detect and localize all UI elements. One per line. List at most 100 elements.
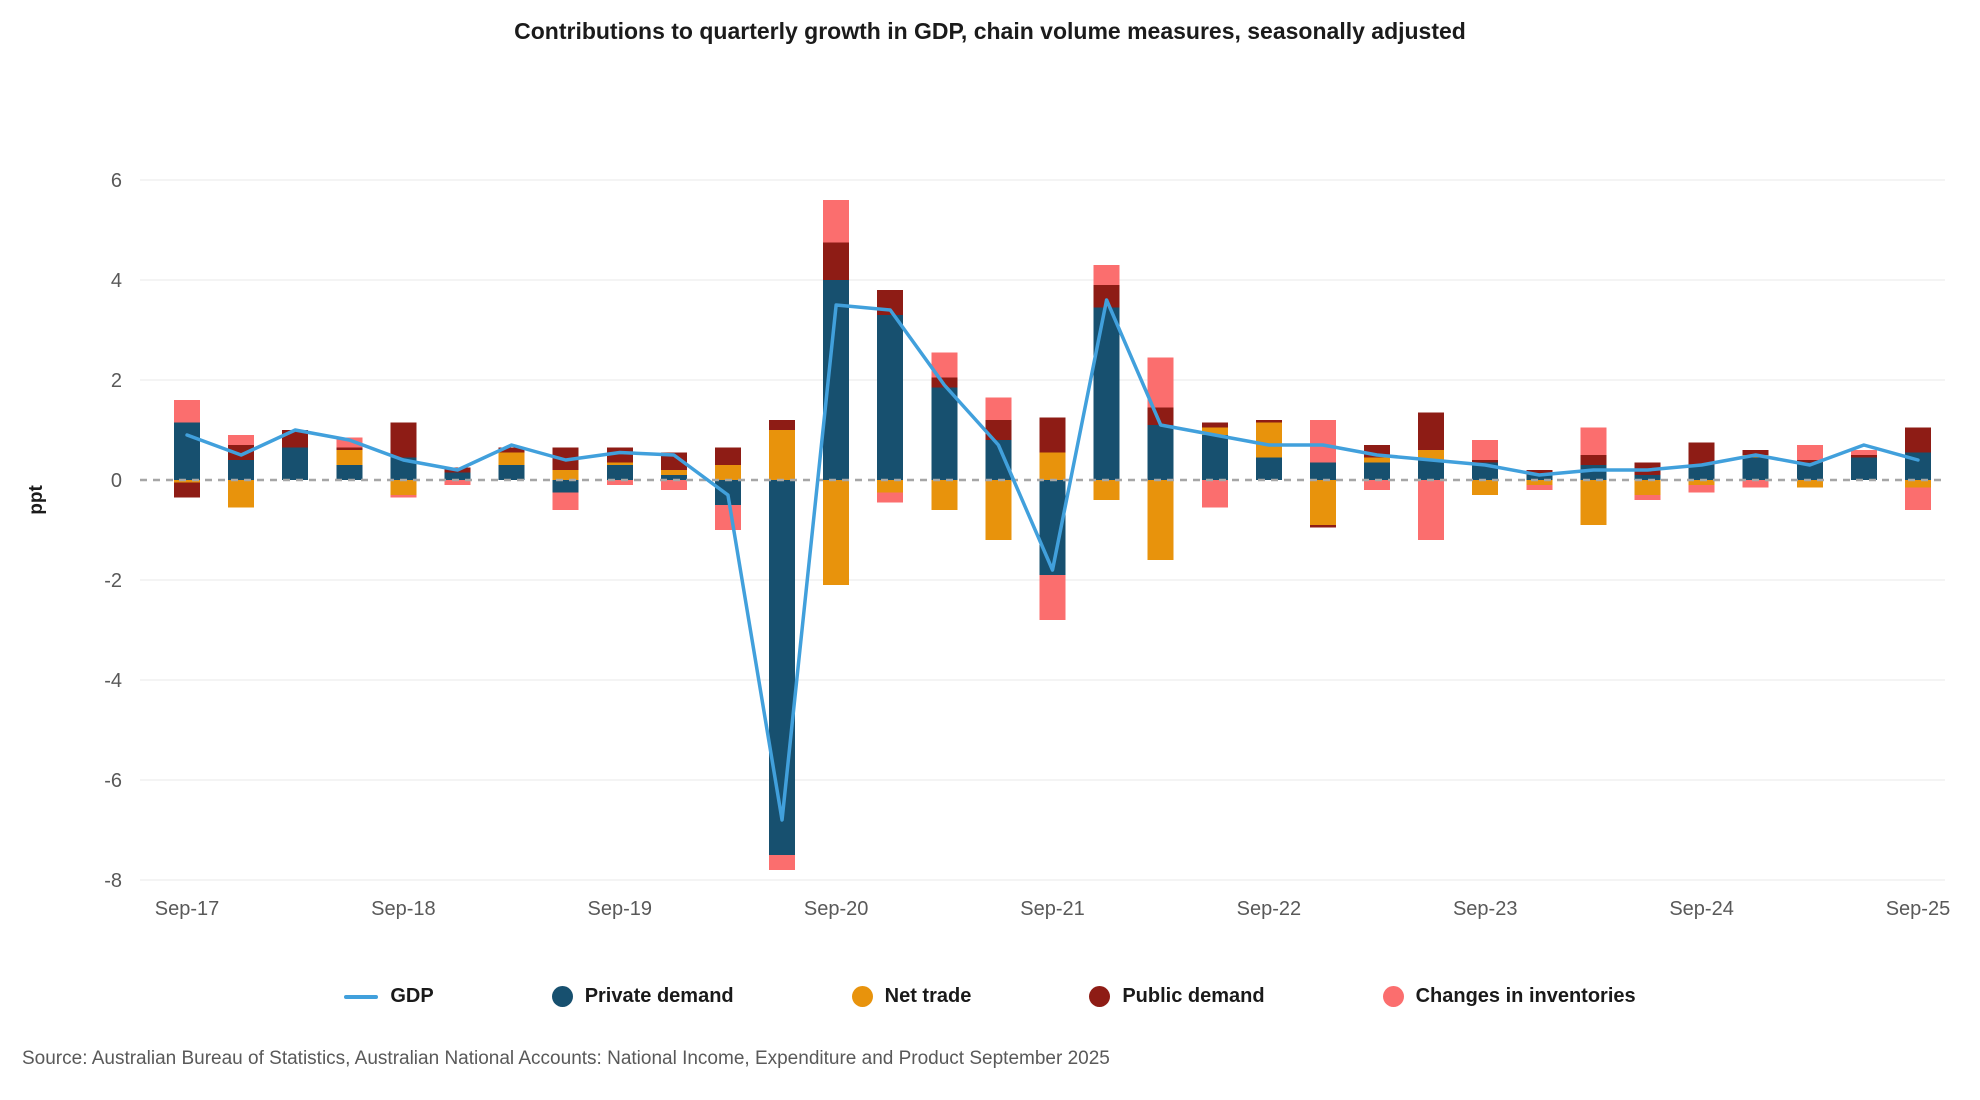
bar-segment-private-demand[interactable] [1093,307,1120,481]
bar-segment-net-trade[interactable] [1904,480,1931,488]
bar-segment-public-demand[interactable] [985,420,1012,440]
bar-segment-private-demand[interactable] [444,472,471,481]
bar-segment-net-trade[interactable] [714,465,741,480]
bar-segment-changes-in-inventories[interactable] [444,480,471,485]
bar-segment-public-demand[interactable] [228,445,255,460]
bar-segment-public-demand[interactable] [1688,442,1715,466]
bar-segment-net-trade[interactable] [606,462,633,466]
bar-segment-net-trade[interactable] [1147,480,1174,560]
bar-segment-changes-in-inventories[interactable] [552,492,579,511]
bar-segment-net-trade[interactable] [498,452,525,466]
bar-segment-public-demand[interactable] [823,242,850,281]
bar-segment-private-demand[interactable] [1418,460,1445,480]
bar-segment-net-trade[interactable] [877,480,904,493]
bar-segment-changes-in-inventories[interactable] [1904,487,1931,511]
bar-segment-private-demand[interactable] [660,475,687,480]
bar-segment-changes-in-inventories[interactable] [1147,357,1174,408]
bar-segment-changes-in-inventories[interactable] [1309,420,1336,463]
bar-segment-public-demand[interactable] [714,447,741,466]
bar-segment-net-trade[interactable] [1255,422,1282,458]
bar-segment-private-demand[interactable] [282,447,309,481]
bar-segment-public-demand[interactable] [1904,427,1931,453]
bar-segment-private-demand[interactable] [1201,435,1228,480]
bar-segment-private-demand[interactable] [877,315,904,480]
bar-segment-net-trade[interactable] [228,480,255,508]
bar-segment-public-demand[interactable] [1850,455,1877,458]
bar-segment-public-demand[interactable] [1418,412,1445,451]
bar-segment-changes-in-inventories[interactable] [1526,485,1553,490]
bar-segment-private-demand[interactable] [174,422,201,481]
bar-segment-private-demand[interactable] [1364,462,1391,481]
bar-segment-private-demand[interactable] [1742,457,1769,481]
bar-segment-net-trade[interactable] [1418,450,1445,460]
bar-segment-private-demand[interactable] [1850,457,1877,481]
bar-segment-public-demand[interactable] [390,422,417,458]
bar-segment-private-demand[interactable] [228,460,255,480]
bar-segment-net-trade[interactable] [985,480,1012,540]
bar-segment-changes-in-inventories[interactable] [1418,480,1445,540]
bar-segment-changes-in-inventories[interactable] [1039,575,1066,620]
bar-segment-public-demand[interactable] [336,447,363,451]
bar-segment-changes-in-inventories[interactable] [1850,450,1877,455]
bar-segment-public-demand[interactable] [498,447,525,453]
bar-segment-public-demand[interactable] [1526,470,1553,475]
bar-segment-net-trade[interactable] [931,480,958,510]
bar-segment-public-demand[interactable] [1309,525,1336,528]
bar-segment-public-demand[interactable] [1093,285,1120,308]
bar-segment-private-demand[interactable] [552,480,579,493]
bar-segment-changes-in-inventories[interactable] [769,855,796,870]
gdp-line[interactable] [185,298,1920,822]
bar-segment-changes-in-inventories[interactable] [1093,265,1120,285]
bar-segment-net-trade[interactable] [823,480,850,585]
bar-segment-private-demand[interactable] [498,465,525,480]
bar-segment-changes-in-inventories[interactable] [228,435,255,445]
bar-segment-changes-in-inventories[interactable] [1742,480,1769,488]
bar-segment-changes-in-inventories[interactable] [1634,495,1661,500]
bar-segment-changes-in-inventories[interactable] [877,492,904,503]
legend-item-changes-in-inventories[interactable]: Changes in inventories [1382,985,1636,1008]
bar-segment-changes-in-inventories[interactable] [1580,427,1607,456]
bar-segment-net-trade[interactable] [336,450,363,465]
bar-segment-net-trade[interactable] [1580,480,1607,525]
bar-segment-private-demand[interactable] [1634,475,1661,480]
bar-segment-public-demand[interactable] [1039,417,1066,453]
bar-segment-changes-in-inventories[interactable] [1364,480,1391,490]
bar-segment-net-trade[interactable] [1634,480,1661,495]
legend-item-gdp[interactable]: GDP [344,985,434,1008]
bar-segment-changes-in-inventories[interactable] [606,480,633,485]
legend-item-private-demand[interactable]: Private demand [551,985,734,1008]
bar-segment-private-demand[interactable] [931,387,958,481]
bar-segment-net-trade[interactable] [390,480,417,495]
bar-segment-net-trade[interactable] [1526,480,1553,485]
legend-item-net-trade[interactable]: Net trade [851,985,971,1008]
bar-segment-changes-in-inventories[interactable] [390,495,417,498]
bar-segment-private-demand[interactable] [1255,457,1282,481]
bar-segment-net-trade[interactable] [174,480,201,483]
bar-segment-private-demand[interactable] [1309,462,1336,481]
bar-segment-private-demand[interactable] [1526,475,1553,480]
bar-segment-private-demand[interactable] [390,457,417,481]
bar-segment-private-demand[interactable] [336,465,363,480]
bar-segment-public-demand[interactable] [1796,460,1823,463]
bar-segment-public-demand[interactable] [1255,420,1282,423]
bar-segment-net-trade[interactable] [1688,480,1715,485]
bar-segment-private-demand[interactable] [1147,425,1174,480]
bar-segment-net-trade[interactable] [1796,480,1823,488]
bar-segment-changes-in-inventories[interactable] [336,437,363,448]
bar-segment-changes-in-inventories[interactable] [1201,480,1228,508]
bar-segment-public-demand[interactable] [660,452,687,471]
bar-segment-private-demand[interactable] [1688,465,1715,480]
bar-segment-changes-in-inventories[interactable] [174,400,201,423]
bar-segment-net-trade[interactable] [769,430,796,480]
bar-segment-net-trade[interactable] [552,470,579,480]
bar-segment-net-trade[interactable] [1472,480,1499,495]
bar-segment-changes-in-inventories[interactable] [660,480,687,490]
legend-item-public-demand[interactable]: Public demand [1089,985,1265,1008]
bar-segment-net-trade[interactable] [1309,480,1336,525]
bar-segment-changes-in-inventories[interactable] [823,200,850,243]
bar-segment-public-demand[interactable] [1580,455,1607,465]
bar-segment-net-trade[interactable] [1201,427,1228,436]
bar-segment-changes-in-inventories[interactable] [985,397,1012,421]
bar-segment-changes-in-inventories[interactable] [1472,440,1499,460]
bar-segment-private-demand[interactable] [769,480,796,855]
